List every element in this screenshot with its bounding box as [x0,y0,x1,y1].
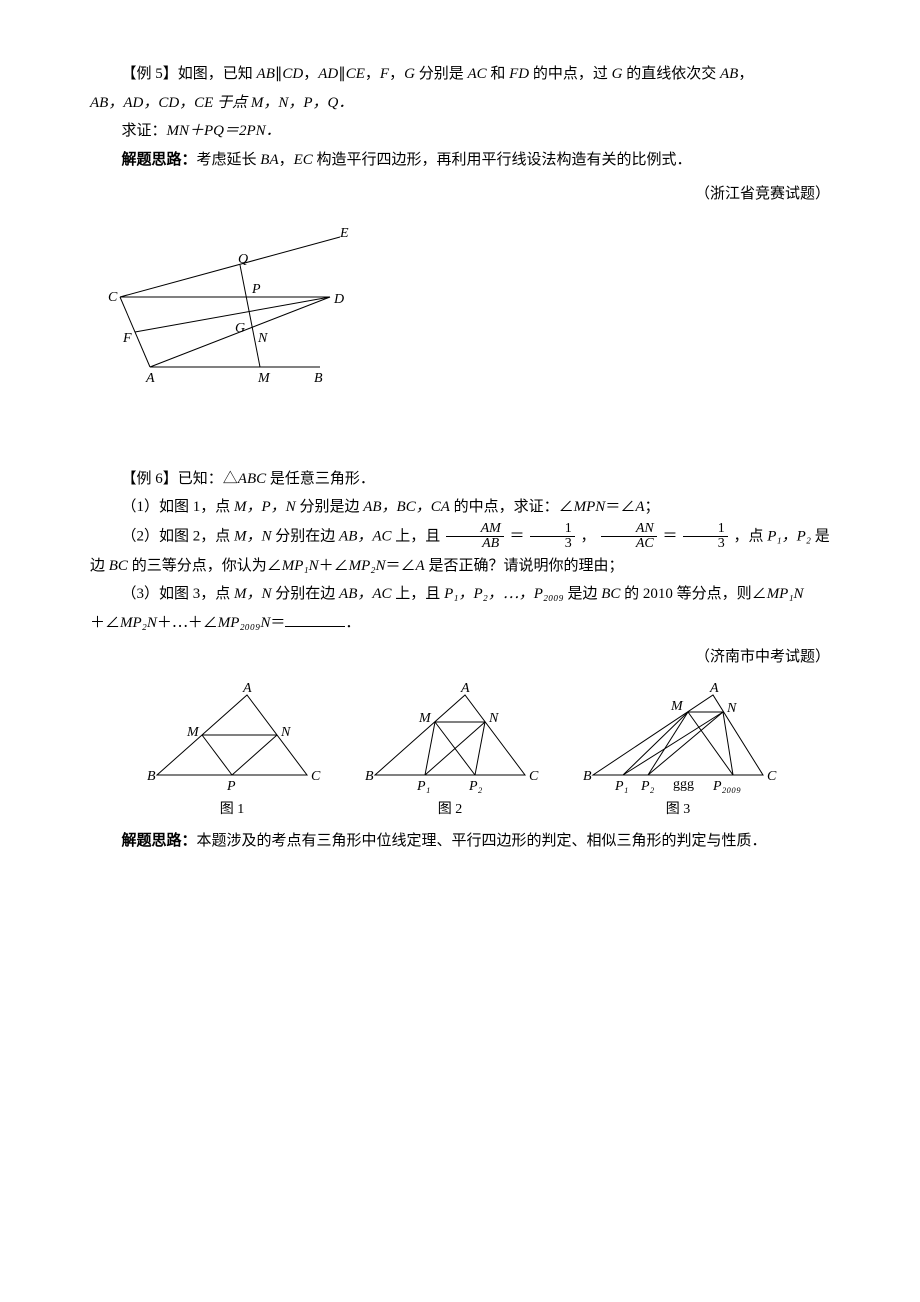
svg-text:P: P [251,282,261,297]
ex5-svg: A M B C D E F G N P Q [90,217,370,387]
svg-text:P₂: P₂ [640,779,655,794]
frac-1-3b: 13 [683,522,728,552]
svg-text:C: C [311,769,321,784]
svg-text:P₁: P₁ [416,779,430,794]
svg-text:C: C [108,290,118,305]
svg-text:N: N [280,725,291,740]
ex5-line2: AB，AD，CD，CE 于点 M，N，P，Q． [90,89,830,118]
svg-text:E: E [339,226,349,241]
ex6-p1: （1）如图 1，点 M，P，N 分别是边 AB，BC，CA 的中点，求证：∠MP… [90,493,830,522]
svg-text:P: P [226,779,236,794]
svg-text:P₂₀₀₉: P₂₀₀₉ [712,779,741,794]
svg-text:D: D [333,292,344,307]
svg-text:P₁: P₁ [614,779,628,794]
frac-an-ac: ANAC [601,522,656,552]
svg-text:B: B [583,769,592,784]
ex5-prove: 求证：MN＋PQ＝2PN． [90,117,830,146]
svg-text:A: A [709,681,719,696]
ex6-hint: 解题思路：本题涉及的考点有三角形中位线定理、平行四边形的判定、相似三角形的判定与… [90,827,830,856]
svg-text:C: C [529,769,539,784]
svg-text:M: M [670,699,684,714]
svg-text:B: B [314,371,323,386]
svg-text:A: A [242,681,252,696]
svg-text:B: B [365,769,374,784]
ex6-figures: A B C M N P 图 1 A B C M [90,680,830,824]
svg-text:F: F [122,331,132,346]
ex6-fig1: A B C M N P 图 1 [137,680,327,824]
ex6-p2b: 边 BC 的三等分点，你认为∠MP₁N＋∠MP₂N＝∠A 是否正确？请说明你的理… [90,552,830,581]
svg-text:M: M [186,725,200,740]
ex5-figure: A M B C D E F G N P Q [90,217,830,387]
svg-text:M: M [418,711,432,726]
ex6-p3: （3）如图 3，点 M，N 分别在边 AB，AC 上，且 P₁，P₂，⋯，P₂₀… [90,580,830,609]
ex5-line1: 【例 5】如图，已知 AB∥CD，AD∥CE，F，G 分别是 AC 和 FD 的… [90,60,830,89]
svg-text:B: B [147,769,156,784]
svg-text:N: N [257,331,268,346]
svg-text:C: C [767,769,777,784]
ex5-source: （浙江省竞赛试题） [90,180,830,209]
svg-text:G: G [235,321,245,336]
svg-text:N: N [726,701,737,716]
ex6-title: 【例 6】 [122,471,178,487]
blank-answer [285,611,345,627]
ex6-fig3: A B C M N P₁ P₂ ggg P₂₀₀₉ 图 3 [573,680,783,824]
svg-text:P₂: P₂ [468,779,483,794]
svg-text:N: N [488,711,499,726]
ex6-source: （济南市中考试题） [90,643,830,672]
svg-text:A: A [145,371,155,386]
ex6-p3b: ＋∠MP₂N＋⋯＋∠MP₂₀₀₉N＝． [90,609,830,638]
frac-1-3a: 13 [530,522,575,552]
ex5-hint: 解题思路：考虑延长 BA，EC 构造平行四边形，再利用平行线设法构造有关的比例式… [90,146,830,175]
svg-text:A: A [460,681,470,696]
ex5-title: 【例 5】 [122,66,178,82]
svg-text:Q: Q [238,252,248,267]
frac-am-ab: AMAB [446,522,504,552]
ex6-fig2: A B C M N P₁ P₂ 图 2 [355,680,545,824]
ex6-line1: 【例 6】已知：△ABC 是任意三角形． [90,465,830,494]
svg-text:ggg: ggg [673,777,694,792]
ex6-p2: （2）如图 2，点 M，N 分别在边 AB，AC 上，且 AMAB ＝ 13 ，… [90,522,830,552]
svg-text:M: M [257,371,271,386]
